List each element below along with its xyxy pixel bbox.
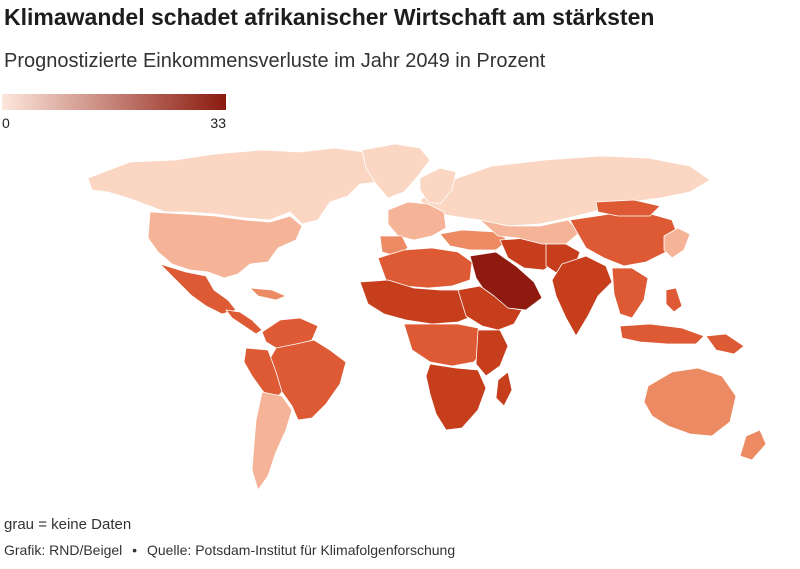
region-philippines bbox=[665, 287, 683, 313]
region-sudan-horn bbox=[457, 285, 523, 331]
legend-gradient-bar bbox=[2, 94, 226, 110]
region-australia bbox=[643, 367, 737, 437]
color-legend: 0 33 bbox=[2, 94, 228, 131]
region-colombia-venezuela bbox=[261, 317, 319, 349]
region-central-america bbox=[225, 309, 263, 335]
region-indonesia bbox=[619, 323, 705, 345]
region-greenland bbox=[361, 143, 431, 199]
region-usa bbox=[147, 211, 303, 279]
region-western-europe bbox=[387, 201, 447, 241]
region-russia bbox=[419, 155, 711, 227]
region-india bbox=[551, 255, 613, 337]
world-map bbox=[87, 143, 767, 491]
region-central-africa bbox=[403, 323, 487, 367]
region-southeast-asia bbox=[611, 267, 649, 319]
region-new-zealand bbox=[739, 429, 767, 461]
region-mongolia bbox=[595, 199, 661, 217]
credit-separator: • bbox=[132, 542, 138, 558]
graphic-credit: Grafik: RND/Beigel bbox=[4, 542, 123, 558]
chart-title: Klimawandel schadet afrikanischer Wirtsc… bbox=[4, 4, 655, 30]
legend-min-label: 0 bbox=[2, 115, 10, 131]
region-japan-korea bbox=[663, 227, 691, 259]
source-credit: Quelle: Potsdam-Institut für Klimafolgen… bbox=[146, 542, 456, 558]
region-mexico bbox=[159, 263, 237, 315]
region-central-asia bbox=[479, 219, 581, 245]
chart-subtitle: Prognostizierte Einkommensverluste im Ja… bbox=[4, 50, 546, 72]
credits-line: Grafik: RND/Beigel • Quelle: Potsdam-Ins… bbox=[4, 542, 455, 558]
region-argentina-chile bbox=[251, 391, 293, 491]
legend-max-label: 33 bbox=[210, 115, 226, 131]
region-canada-alaska bbox=[87, 147, 396, 225]
region-scandinavia bbox=[419, 167, 457, 205]
region-caribbean bbox=[249, 287, 287, 301]
region-east-africa bbox=[475, 329, 509, 377]
region-madagascar bbox=[495, 371, 513, 407]
region-papua-new-guinea bbox=[705, 333, 745, 355]
region-southern-africa bbox=[425, 363, 487, 431]
no-data-note: grau = keine Daten bbox=[4, 516, 132, 533]
